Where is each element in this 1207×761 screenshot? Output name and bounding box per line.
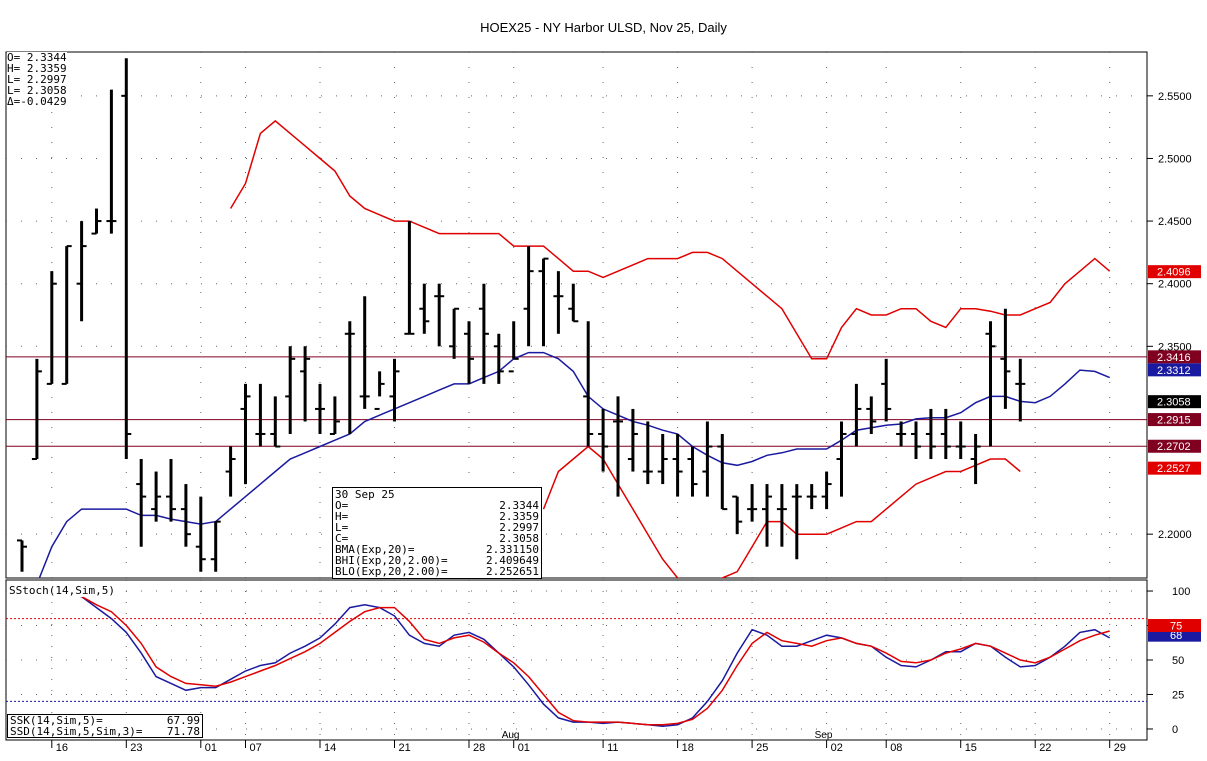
price-series-group <box>17 58 1111 578</box>
month-label: Sep <box>815 730 833 741</box>
data-window-row: C= 2.3058 <box>335 532 539 545</box>
price-axis-tag <box>1148 413 1201 427</box>
stoch-title: SStoch(14,Sim,5) <box>9 584 115 597</box>
data-window-row: BMA(Exp,20)= 2.331150 <box>335 543 539 556</box>
price-axis-tag-label: 2.2527 <box>1157 463 1191 475</box>
x-tick-label: 16 <box>56 742 68 754</box>
price-axis-tag <box>1148 363 1201 377</box>
price-axis-tag <box>1148 350 1201 364</box>
price-y-tick-label: 2.5000 <box>1158 153 1192 165</box>
x-tick-label: 02 <box>831 742 843 754</box>
bollinger-upper-line <box>229 119 1111 360</box>
price-axis-tag <box>1148 461 1201 475</box>
data-window-row: BLO(Exp,20,2.00)= 2.252651 <box>335 565 539 578</box>
stoch-readout: SSK(14,Sim,5)= 67.99 SSD(14,Sim,5,Sim,3)=… <box>7 714 203 738</box>
data-window-row: L= 2.2997 <box>335 521 539 534</box>
price-y-tick-label: 2.4500 <box>1158 216 1192 228</box>
price-y-tick-label: 2.4000 <box>1158 279 1192 291</box>
ohlc-change: Δ=-0.0429 <box>7 95 67 108</box>
price-axis-tag <box>1148 395 1201 409</box>
chart-title: HOEX25 - NY Harbor ULSD, Nov 25, Daily <box>480 20 727 35</box>
bollinger-mid-line <box>38 351 1110 578</box>
price-axis-tag <box>1148 265 1201 279</box>
x-tick-label: 29 <box>1114 742 1126 754</box>
stoch-axis-tag-label: 75 <box>1170 621 1182 633</box>
x-tick-label: 14 <box>324 742 336 754</box>
x-tick-label: 01 <box>205 742 217 754</box>
stoch-y-tick-label: 25 <box>1172 689 1184 701</box>
stoch-k-line <box>66 593 1111 727</box>
stoch-axis-tag-label: 68 <box>1170 630 1182 642</box>
data-window-date: 30 Sep 25 <box>335 488 395 501</box>
x-tick-label: 28 <box>473 742 485 754</box>
price-y-tick-label: 2.5500 <box>1158 91 1192 103</box>
x-tick-label: 22 <box>1039 742 1051 754</box>
price-axis-tag-label: 2.3312 <box>1157 365 1191 377</box>
stoch-k-row: SSK(14,Sim,5)= 67.99 <box>10 714 200 727</box>
price-axis-tag-label: 2.3058 <box>1157 397 1191 409</box>
ohlc-open: O= 2.3344 <box>7 51 67 64</box>
data-window-row: H= 2.3359 <box>335 510 539 523</box>
x-tick-label: 01 <box>518 742 530 754</box>
x-tick-label: 15 <box>965 742 977 754</box>
data-window-row: BHI(Exp,20,2.00)= 2.409649 <box>335 554 539 567</box>
price-y-tick-label: 2.3500 <box>1158 341 1192 353</box>
stoch-d-row: SSD(14,Sim,5,Sim,3)= 71.78 <box>10 725 200 738</box>
x-tick-label: 07 <box>250 742 262 754</box>
x-tick-label: 21 <box>399 742 411 754</box>
ohlc-low: L= 2.2997 <box>7 73 67 86</box>
price-panel-frame <box>5 51 1148 579</box>
stoch-y-tick-label: 50 <box>1172 655 1184 667</box>
price-axis-tag-label: 2.2915 <box>1157 415 1191 427</box>
stoch-d-line <box>66 590 1110 726</box>
ohlc-readout: O= 2.3344 H= 2.3359 L= 2.2997 L= 2.3058 … <box>7 52 67 107</box>
stoch-axis-tag <box>1148 619 1201 633</box>
ohlc-high: H= 2.3359 <box>7 62 67 75</box>
x-tick-label: 18 <box>682 742 694 754</box>
data-window: 30 Sep 25 O= 2.3344 H= 2.3359 L= 2.2997 C= 2… <box>332 487 542 579</box>
x-tick-label: 25 <box>756 742 768 754</box>
stoch-y-tick-label: 0 <box>1172 724 1178 736</box>
price-axis-tag-label: 2.4096 <box>1157 267 1191 279</box>
x-tick-label: 08 <box>890 742 902 754</box>
x-tick-label: 23 <box>130 742 142 754</box>
price-axis-tag-label: 2.3416 <box>1157 352 1191 364</box>
ohlc-last: L= 2.3058 <box>7 84 67 97</box>
price-axis-tag <box>1148 439 1201 453</box>
data-window-row: O= 2.3344 <box>335 499 539 512</box>
x-tick-label: 11 <box>607 742 618 754</box>
month-label: Aug <box>502 730 520 741</box>
stoch-series-group <box>66 590 1111 727</box>
price-y-tick-label: 2.2000 <box>1158 529 1192 541</box>
price-axis-tag-label: 2.2702 <box>1157 441 1191 453</box>
stoch-y-tick-label: 100 <box>1172 586 1190 598</box>
